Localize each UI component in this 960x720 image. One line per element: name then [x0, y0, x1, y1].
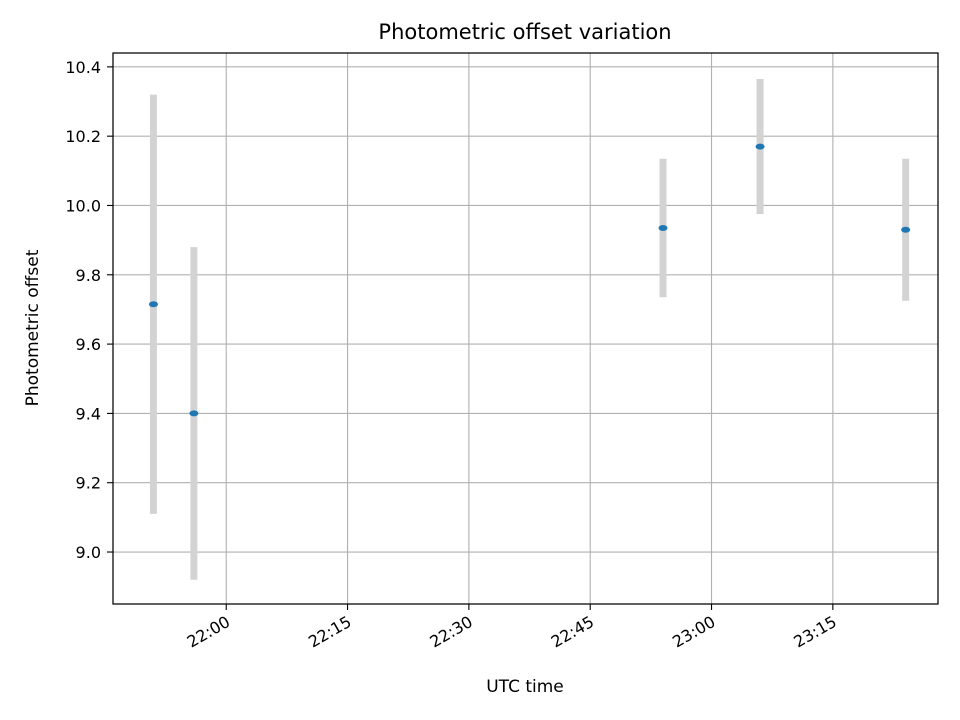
x-tick-label: 22:45	[548, 612, 597, 652]
x-axis-ticks: 22:00 22:15 22:30 22:45 23:00 23:15	[184, 604, 840, 652]
y-axis-ticks: 9.0 9.2 9.4 9.6 9.8 10.0 10.2 10.4	[65, 58, 113, 562]
chart-title: Photometric offset variation	[378, 20, 671, 44]
grid	[113, 53, 938, 604]
data-point	[658, 225, 668, 232]
data-point	[189, 410, 199, 417]
x-tick-label: 22:30	[426, 612, 475, 652]
error-bars	[149, 78, 910, 580]
x-axis-label: UTC time	[486, 677, 564, 697]
data-point	[755, 143, 765, 150]
plot-frame	[112, 52, 939, 605]
y-tick-label: 9.2	[76, 474, 101, 493]
x-tick-label: 23:00	[669, 612, 718, 652]
data-points	[148, 143, 911, 417]
y-tick-label: 10.0	[65, 196, 101, 215]
y-tick-label: 9.6	[76, 335, 101, 354]
y-axis-label: Photometric offset	[23, 249, 43, 406]
x-tick-label: 23:15	[790, 612, 839, 652]
y-tick-label: 9.0	[76, 543, 101, 562]
y-tick-label: 9.8	[76, 266, 101, 285]
data-point	[148, 301, 158, 308]
y-tick-label: 9.4	[76, 404, 101, 423]
x-tick-label: 22:00	[184, 612, 233, 652]
y-tick-label: 10.2	[65, 127, 101, 146]
y-tick-label: 10.4	[65, 58, 101, 77]
x-tick-label: 22:15	[305, 612, 354, 652]
data-point	[901, 226, 911, 233]
